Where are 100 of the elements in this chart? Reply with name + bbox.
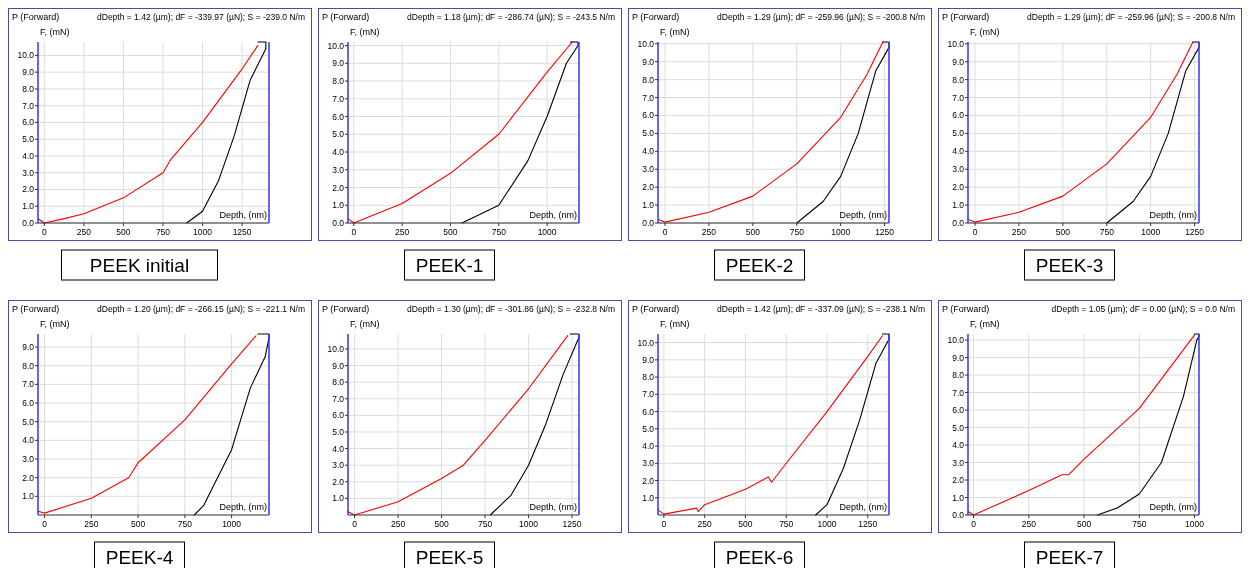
y-tick-label: 4.0 <box>952 146 965 157</box>
x-tick-label: 250 <box>1011 227 1027 237</box>
x-axis-title: Depth, (nm) <box>839 502 887 512</box>
y-tick-label: 8.0 <box>642 74 655 85</box>
y-tick-label: 7.0 <box>952 387 965 398</box>
x-tick-label: 0 <box>351 227 357 237</box>
y-tick-label: 9.0 <box>642 354 655 365</box>
x-tick-label: 1000 <box>831 227 851 237</box>
y-tick-label: 9.0 <box>642 56 655 67</box>
x-tick-label: 0 <box>41 227 47 237</box>
x-tick-label: 1000 <box>817 519 837 529</box>
y-tick-label: 4.0 <box>952 440 965 451</box>
x-tick-label: 250 <box>1021 519 1037 529</box>
text: PEEK-6 <box>725 547 794 568</box>
x-tick-label: 0 <box>352 519 358 529</box>
text: PEEK-3 <box>1035 255 1104 276</box>
x-tick-label: 500 <box>1076 519 1092 529</box>
x-tick-label: 750 <box>491 227 507 237</box>
y-tick-label: 1.0 <box>332 493 345 504</box>
x-tick-label: 750 <box>1099 227 1115 237</box>
chart-title: P (Forward) <box>942 12 990 22</box>
x-axis-title: Depth, (nm) <box>529 502 577 512</box>
y-tick-label: 10.0 <box>327 343 345 354</box>
y-tick-label: 2.0 <box>332 182 345 193</box>
y-tick-label: 0.0 <box>22 218 35 228</box>
x-tick-label: 1000 <box>537 227 557 237</box>
y-tick-label: 9.0 <box>952 56 965 67</box>
y-tick-label: 6.0 <box>952 405 965 416</box>
y-tick-label: 5.0 <box>22 416 35 427</box>
y-axis-title: F, (mN) <box>660 27 690 37</box>
y-tick-label: 7.0 <box>642 92 655 103</box>
y-tick-label: 3.0 <box>332 164 345 175</box>
y-tick-label: 9.0 <box>952 352 965 363</box>
x-tick-label: 250 <box>697 519 713 529</box>
x-tick-label: 0 <box>972 227 978 237</box>
y-tick-label: 9.0 <box>332 58 345 69</box>
x-tick-label: 250 <box>395 227 410 237</box>
chart-subtitle: dDepth = 1.05 (µm); dF = 0.00 (µN); S = 0.0 N/m <box>1051 304 1235 314</box>
y-tick-label: 6.0 <box>952 110 965 121</box>
x-tick-label: 1000 <box>222 519 242 529</box>
y-tick-label: 10.0 <box>327 40 345 51</box>
y-tick-label: 5.0 <box>332 129 345 140</box>
x-axis-title: Depth, (nm) <box>219 502 267 512</box>
x-axis-title: Depth, (nm) <box>1149 210 1197 220</box>
y-tick-label: 6.0 <box>22 117 35 128</box>
y-tick-label: 2.0 <box>642 182 655 193</box>
x-tick-label: 750 <box>155 227 171 237</box>
y-tick-label: 6.0 <box>642 406 655 417</box>
chart-subtitle: dDepth = 1.18 (µm); dF = -286.74 (µN); S = -243.5 N/m <box>407 12 615 22</box>
chart-title: P (Forward) <box>632 304 680 314</box>
text: PEEK initial <box>89 255 190 276</box>
y-tick-label: 3.0 <box>642 164 655 175</box>
y-tick-label: 2.0 <box>952 475 965 486</box>
line-series <box>193 333 270 516</box>
text: PEEK-1 <box>415 255 484 276</box>
chart-title: P (Forward) <box>322 304 370 314</box>
y-tick-label: 5.0 <box>642 423 655 434</box>
y-tick-label: 0.0 <box>952 218 965 228</box>
y-tick-label: 9.0 <box>22 342 35 353</box>
y-tick-label: 2.0 <box>332 476 345 487</box>
y-tick-label: 4.0 <box>642 441 655 452</box>
y-tick-label: 10.0 <box>947 335 965 346</box>
x-axis-title: Depth, (nm) <box>529 210 577 220</box>
x-tick-label: 1000 <box>519 519 539 529</box>
y-tick-label: 4.0 <box>22 150 35 161</box>
x-tick-label: 0 <box>661 519 667 529</box>
line-series <box>1106 41 1200 224</box>
y-tick-label: 5.0 <box>332 426 345 437</box>
chart-title: P (Forward) <box>12 304 60 314</box>
x-tick-label: 1250 <box>232 227 252 237</box>
y-tick-label: 6.0 <box>332 410 345 421</box>
y-tick-label: 10.0 <box>637 337 655 348</box>
x-tick-label: 1250 <box>858 519 878 529</box>
line-series <box>186 41 267 224</box>
y-tick-label: 7.0 <box>642 389 655 400</box>
y-tick-label: 3.0 <box>22 454 35 465</box>
y-tick-label: 7.0 <box>332 393 345 404</box>
chart-subtitle: dDepth = 1.42 (µm); dF = -339.97 (µN); S = -239.0 N/m <box>97 12 305 22</box>
x-tick-label: 500 <box>745 227 761 237</box>
y-tick-label: 10.0 <box>637 38 655 49</box>
y-tick-label: 4.0 <box>22 435 35 446</box>
y-tick-label: 1.0 <box>22 201 35 212</box>
y-tick-label: 9.0 <box>332 360 345 371</box>
chart-title: P (Forward) <box>632 12 680 22</box>
x-tick-label: 250 <box>84 519 99 529</box>
y-tick-label: 8.0 <box>22 360 35 371</box>
y-tick-label: 7.0 <box>22 379 35 390</box>
x-tick-label: 500 <box>443 227 458 237</box>
chart-title: P (Forward) <box>942 304 990 314</box>
y-tick-label: 2.0 <box>22 472 35 483</box>
y-tick-label: 7.0 <box>332 93 345 104</box>
y-tick-label: 1.0 <box>952 492 965 503</box>
line-series <box>461 41 579 224</box>
chart-subtitle: dDepth = 1.30 (µm); dF = -301.86 (µN); S = -232.8 N/m <box>407 304 615 314</box>
y-tick-label: 6.0 <box>22 398 35 409</box>
x-tick-label: 1000 <box>193 227 213 237</box>
y-tick-label: 1.0 <box>22 491 35 502</box>
y-tick-label: 5.0 <box>952 422 965 433</box>
x-tick-label: 500 <box>434 519 449 529</box>
y-tick-label: 6.0 <box>332 111 345 122</box>
